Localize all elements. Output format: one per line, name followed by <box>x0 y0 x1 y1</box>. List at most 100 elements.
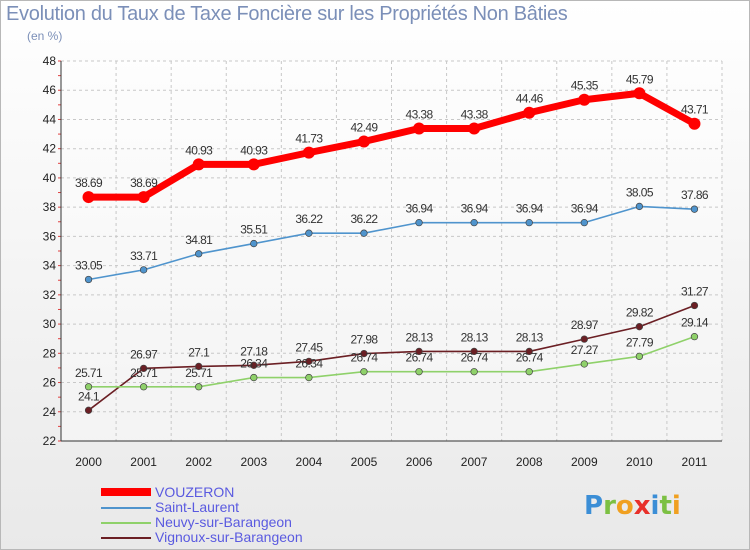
data-label: 36.22 <box>350 212 378 226</box>
x-tick-label: 2007 <box>461 455 488 469</box>
x-tick-label: 2010 <box>626 455 653 469</box>
y-tick-label: 24 <box>43 405 57 419</box>
data-point <box>578 93 591 106</box>
data-label: 44.46 <box>516 92 544 106</box>
data-point <box>580 218 588 227</box>
logo-letter: o <box>615 491 634 521</box>
data-label: 28.13 <box>516 330 544 344</box>
data-label: 27.45 <box>295 340 323 354</box>
y-tick-label: 22 <box>43 434 57 448</box>
y-tick-label: 42 <box>43 142 57 156</box>
data-point <box>139 266 148 274</box>
data-point <box>468 122 481 135</box>
x-tick-label: 2009 <box>571 455 598 469</box>
data-point <box>305 357 313 365</box>
data-point <box>635 323 644 331</box>
data-label: 36.94 <box>461 202 489 216</box>
data-point <box>82 191 95 204</box>
data-point <box>470 218 478 227</box>
data-point <box>192 158 205 171</box>
plot-area <box>61 61 722 441</box>
data-label: 43.38 <box>406 108 434 122</box>
series-line <box>88 205 695 281</box>
data-label: 45.79 <box>626 72 654 86</box>
data-point <box>195 383 203 391</box>
data-point <box>302 146 315 159</box>
data-point <box>690 332 699 341</box>
data-label: 33.71 <box>130 249 158 263</box>
data-label: 43.38 <box>461 108 489 122</box>
data-label: 38.69 <box>75 176 103 190</box>
series-line <box>88 89 697 201</box>
x-tick-label: 2004 <box>296 455 323 469</box>
proxiti-logo: Proxiti <box>584 491 681 521</box>
logo-letter: i <box>671 491 681 521</box>
data-point <box>635 352 644 361</box>
data-point <box>305 373 313 382</box>
data-label: 42.49 <box>350 121 378 135</box>
data-label: 40.93 <box>240 143 268 157</box>
data-label: 38.69 <box>130 176 158 190</box>
y-tick-label: 48 <box>43 54 57 68</box>
data-label: 34.81 <box>185 233 213 247</box>
data-label: 33.05 <box>75 259 103 273</box>
series-line <box>88 304 695 411</box>
legend-swatch-vouzeron <box>101 488 151 496</box>
y-tick-label: 30 <box>43 317 57 331</box>
data-label: 25.71 <box>75 366 103 380</box>
data-point <box>580 335 588 343</box>
legend-label-saint-laurent: Saint-Laurent <box>155 499 240 515</box>
data-point <box>139 383 148 391</box>
data-label: 45.35 <box>571 79 599 93</box>
x-tick-label: 2011 <box>682 455 708 469</box>
data-point <box>690 301 699 310</box>
x-tick-label: 2003 <box>240 455 267 469</box>
data-label: 41.73 <box>295 132 323 146</box>
data-label: 36.22 <box>295 212 323 226</box>
data-label: 37.86 <box>681 188 709 202</box>
legend-label-neuvy: Neuvy-sur-Barangeon <box>155 514 292 530</box>
data-label: 26.74 <box>516 351 544 365</box>
data-point <box>525 218 533 227</box>
data-label: 25.71 <box>185 366 213 380</box>
data-point <box>633 87 646 100</box>
data-point <box>415 218 423 227</box>
data-label: 29.82 <box>626 306 654 320</box>
data-point <box>250 361 258 369</box>
data-label: 25.71 <box>130 366 158 380</box>
y-tick-label: 38 <box>43 200 57 214</box>
data-point <box>525 368 533 376</box>
y-tick-label: 34 <box>43 259 57 273</box>
y-tick-label: 36 <box>43 229 57 243</box>
data-point <box>470 368 478 376</box>
data-label: 26.97 <box>130 347 158 361</box>
data-point <box>360 368 368 376</box>
data-label: 27.18 <box>240 344 268 358</box>
data-point <box>84 406 93 414</box>
x-tick-label: 2006 <box>406 455 433 469</box>
data-label: 27.1 <box>188 345 210 359</box>
data-label: 29.14 <box>681 316 709 330</box>
series-line <box>88 335 695 388</box>
data-point <box>415 368 423 376</box>
data-point <box>139 364 148 373</box>
data-point <box>250 239 258 248</box>
data-point <box>137 191 150 204</box>
y-tick-label: 44 <box>43 112 57 126</box>
data-point <box>360 349 368 358</box>
logo-letter: x <box>633 491 651 521</box>
y-tick-label: 26 <box>43 376 57 390</box>
data-label: 35.51 <box>240 223 268 237</box>
x-tick-label: 2002 <box>185 455 212 469</box>
data-label: 27.27 <box>571 343 599 357</box>
data-point <box>470 347 478 356</box>
data-point <box>413 122 426 135</box>
data-point <box>525 347 533 356</box>
data-label: 36.94 <box>406 202 434 216</box>
logo-letter: r <box>603 491 616 521</box>
data-label: 28.13 <box>461 330 489 344</box>
data-point <box>357 135 370 148</box>
data-label: 28.13 <box>406 330 434 344</box>
data-point <box>195 250 203 258</box>
